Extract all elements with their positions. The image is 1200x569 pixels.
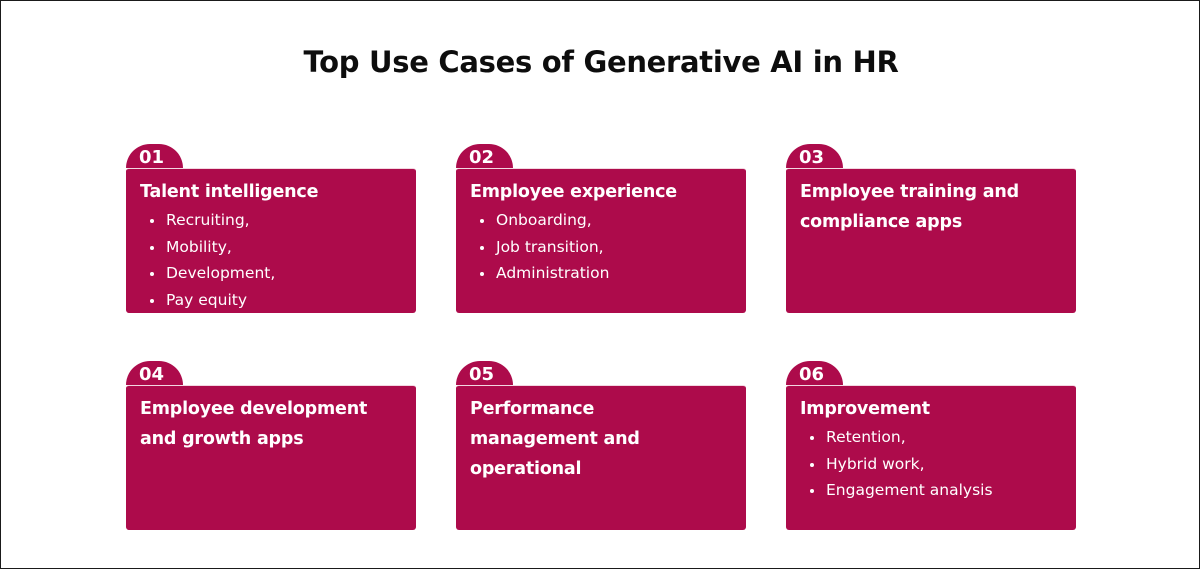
card-body: Employee development and growth apps	[126, 385, 416, 530]
bullet-item: Onboarding,	[480, 207, 732, 234]
bullet-item: Job transition,	[480, 234, 732, 261]
page-title: Top Use Cases of Generative AI in HR	[303, 45, 899, 79]
bullet-item: Retention,	[810, 424, 1062, 451]
card-number-tab: 04	[126, 361, 183, 385]
card-title: Performance management and operational	[470, 399, 640, 479]
card-number-tab: 03	[786, 144, 843, 168]
bullet-item: Mobility,	[150, 234, 402, 261]
bullet-item: Engagement analysis	[810, 477, 1062, 504]
bullet-item: Administration	[480, 260, 732, 287]
card-number-tab: 02	[456, 144, 513, 168]
card-body: Performance management and operational	[456, 385, 746, 530]
bullet-list: Onboarding, Job transition, Administrati…	[470, 207, 732, 287]
bullet-item: Recruiting,	[150, 207, 402, 234]
card-body: Improvement Retention, Hybrid work, Enga…	[786, 385, 1076, 530]
bullet-item: Development,	[150, 260, 402, 287]
card-body: Employee experience Onboarding, Job tran…	[456, 168, 746, 313]
card-title: Improvement	[800, 399, 930, 419]
card-body: Employee training and compliance apps	[786, 168, 1076, 313]
bullet-list: Recruiting, Mobility, Development, Pay e…	[140, 207, 402, 313]
card-number-tab: 06	[786, 361, 843, 385]
bullet-list: Retention, Hybrid work, Engagement analy…	[800, 424, 1062, 504]
card-number-tab: 05	[456, 361, 513, 385]
bullet-item: Pay equity	[150, 287, 402, 314]
card-number-tab: 01	[126, 144, 183, 168]
card-title: Employee development and growth apps	[140, 399, 368, 449]
card-title: Employee experience	[470, 182, 677, 202]
bullet-item: Hybrid work,	[810, 451, 1062, 478]
card-title: Employee training and compliance apps	[800, 182, 1019, 232]
card-body: Talent intelligence Recruiting, Mobility…	[126, 168, 416, 313]
card-title: Talent intelligence	[140, 182, 319, 202]
